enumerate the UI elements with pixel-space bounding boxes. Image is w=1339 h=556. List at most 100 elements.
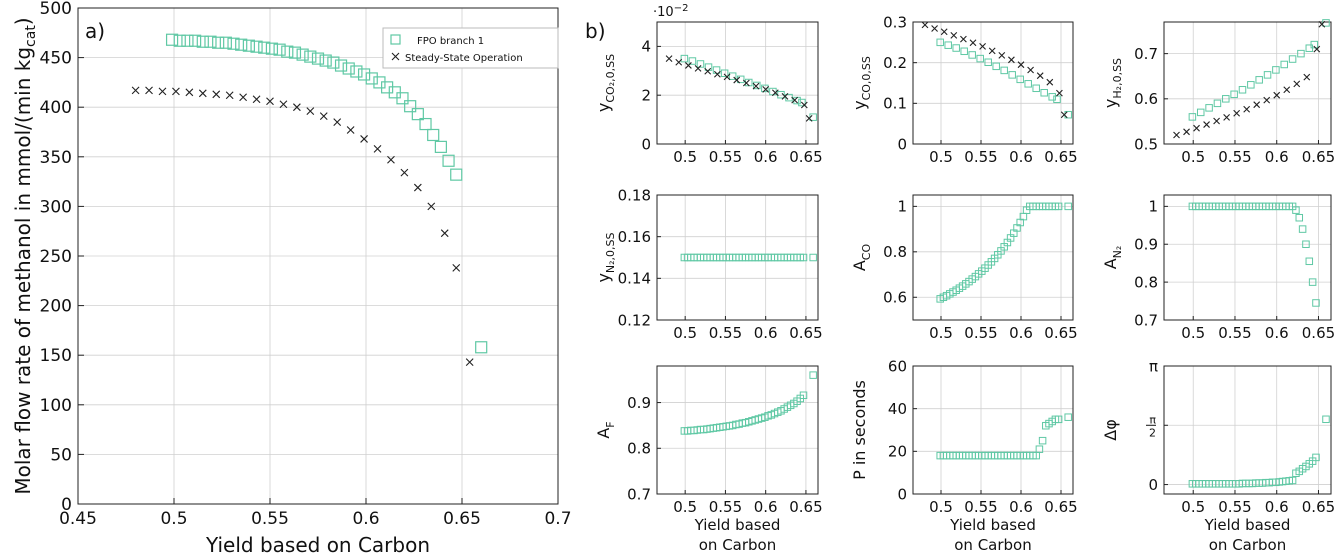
chart-p: 0.5 0.55 0.6 0.65 0 20 40 60 P in seconds Yield b… [850, 357, 1078, 554]
data-point-x [1293, 80, 1301, 88]
y-tick-label: 0.9 [627, 394, 651, 412]
data-point-square [1054, 415, 1063, 424]
y-tick-label: 0.14 [618, 270, 651, 288]
x-axis-label: Yield based [694, 516, 781, 534]
data-point-square [799, 253, 808, 262]
x-axis-label: Yield based [949, 516, 1036, 534]
data-point-square [219, 36, 232, 49]
x-tick-label: 0.55 [964, 148, 997, 166]
y-axis-label: AF [594, 421, 617, 438]
x-tick-label: 0.55 [1218, 324, 1251, 342]
data-point-square [1302, 240, 1310, 248]
series-steady-state [131, 86, 474, 367]
x-tick-label: 0.55 [251, 509, 289, 529]
data-point-x [1303, 73, 1311, 81]
x-tick-label: 0.5 [160, 509, 187, 529]
data-point-x [979, 43, 986, 50]
chart-an2: 0.5 0.55 0.6 0.65 0.7 0.8 0.9 1 AN₂ [1101, 194, 1335, 342]
x-tick-label: 0.6 [352, 509, 379, 529]
x-tick-label: 0.6 [1265, 498, 1289, 516]
x-tick-label: 0.7 [544, 509, 571, 529]
x-tick-label: 0.5 [929, 324, 953, 342]
data-point-square [196, 35, 209, 48]
data-point-square [688, 57, 697, 65]
data-point-x [1027, 66, 1034, 74]
y-axis-label-sub: H₂,0,SS [1111, 58, 1124, 99]
data-point-x [225, 91, 234, 100]
y-axis-label: ACO [850, 244, 873, 272]
data-point-square [1310, 40, 1319, 49]
chart-af: 0.5 0.55 0.6 0.65 0.7 0.8 0.9 AF Yield based on C… [594, 365, 823, 554]
x-tick-label: 0.55 [1218, 498, 1251, 516]
data-point-square [728, 72, 737, 80]
data-point-square [1000, 66, 1008, 75]
y-tick-label: 0.5 [1134, 135, 1158, 153]
axes-frame [656, 21, 819, 145]
y-tick-label: 450 [40, 49, 72, 69]
legend-marker-square [390, 34, 401, 45]
data-point-square [936, 38, 944, 47]
data-point-x [145, 86, 153, 95]
series-steady-state [921, 21, 1068, 119]
x-tick-label: 0.65 [1302, 324, 1335, 342]
data-point-x [427, 202, 436, 211]
series-steady-state [665, 55, 813, 122]
data-point-x [1263, 96, 1271, 104]
x-axis-label: Yield based [1204, 516, 1291, 534]
data-point-x [1173, 131, 1180, 139]
data-point-x [400, 168, 409, 177]
data-point-square [288, 46, 302, 59]
y-tick-label: 0.3 [883, 13, 907, 31]
data-point-x [212, 90, 221, 99]
x-tick-label: 0.55 [709, 498, 742, 516]
data-point-square [165, 33, 179, 46]
data-point-square [1263, 71, 1272, 79]
series-fpo [1188, 19, 1330, 121]
y-axis-label: yCO,0,SS [850, 56, 873, 110]
data-point-square [1312, 299, 1320, 307]
y-tick-label: 0.7 [627, 485, 651, 503]
x-tick-label: 0.55 [1218, 148, 1251, 166]
y-tick-label: 0.12 [618, 311, 651, 329]
data-point-square [1280, 60, 1288, 69]
data-point-square [968, 51, 976, 59]
legend: FPO branch 1 Steady-State Operation [382, 27, 559, 69]
y-tick-label: 0 [897, 135, 907, 153]
data-point-square [311, 52, 325, 65]
data-point-square [1288, 55, 1297, 63]
panel-label-a: a) [85, 19, 105, 43]
series-fpo [680, 371, 817, 435]
data-point-x [805, 114, 813, 122]
x-tick-label: 0.65 [789, 324, 822, 342]
y-tick-label: π [1149, 357, 1158, 375]
y-tick-label: 150 [40, 346, 72, 366]
series-fpo [165, 33, 488, 354]
data-point-x [1017, 61, 1025, 69]
data-point-square [1205, 104, 1213, 112]
y-axis-label: P in seconds [850, 380, 869, 480]
x-tick-label: 0.5 [929, 498, 953, 516]
data-point-x [198, 89, 207, 98]
x-axis-label: on Carbon [954, 536, 1032, 554]
data-point-x [452, 264, 461, 272]
y-tick-label: 0 [61, 495, 72, 515]
x-tick-label: 0.5 [673, 148, 697, 166]
x-tick-label: 0.6 [1009, 324, 1033, 342]
series-fpo [1188, 202, 1320, 307]
data-point-square [1295, 213, 1304, 222]
data-point-square [204, 35, 217, 48]
x-tick-label: 0.6 [1009, 148, 1033, 166]
data-point-square [1054, 202, 1063, 211]
y-tick-label: 200 [40, 297, 72, 317]
data-point-square [258, 41, 271, 54]
data-point-x [440, 229, 449, 238]
data-point-x [1203, 121, 1210, 128]
y-axis-label: yH₂,0,SS [1101, 58, 1124, 108]
y-tick-label: 50 [50, 445, 72, 465]
y-tick-label: 100 [40, 396, 72, 416]
data-point-square [1272, 66, 1280, 74]
chart-a: 0.45 0.5 0.55 0.6 0.65 0.7 0 50 100 150 200 250 300 3… [11, 0, 572, 556]
series-fpo [936, 202, 1072, 303]
data-point-square [680, 54, 689, 63]
y-tick-label: 0.18 [618, 186, 651, 204]
